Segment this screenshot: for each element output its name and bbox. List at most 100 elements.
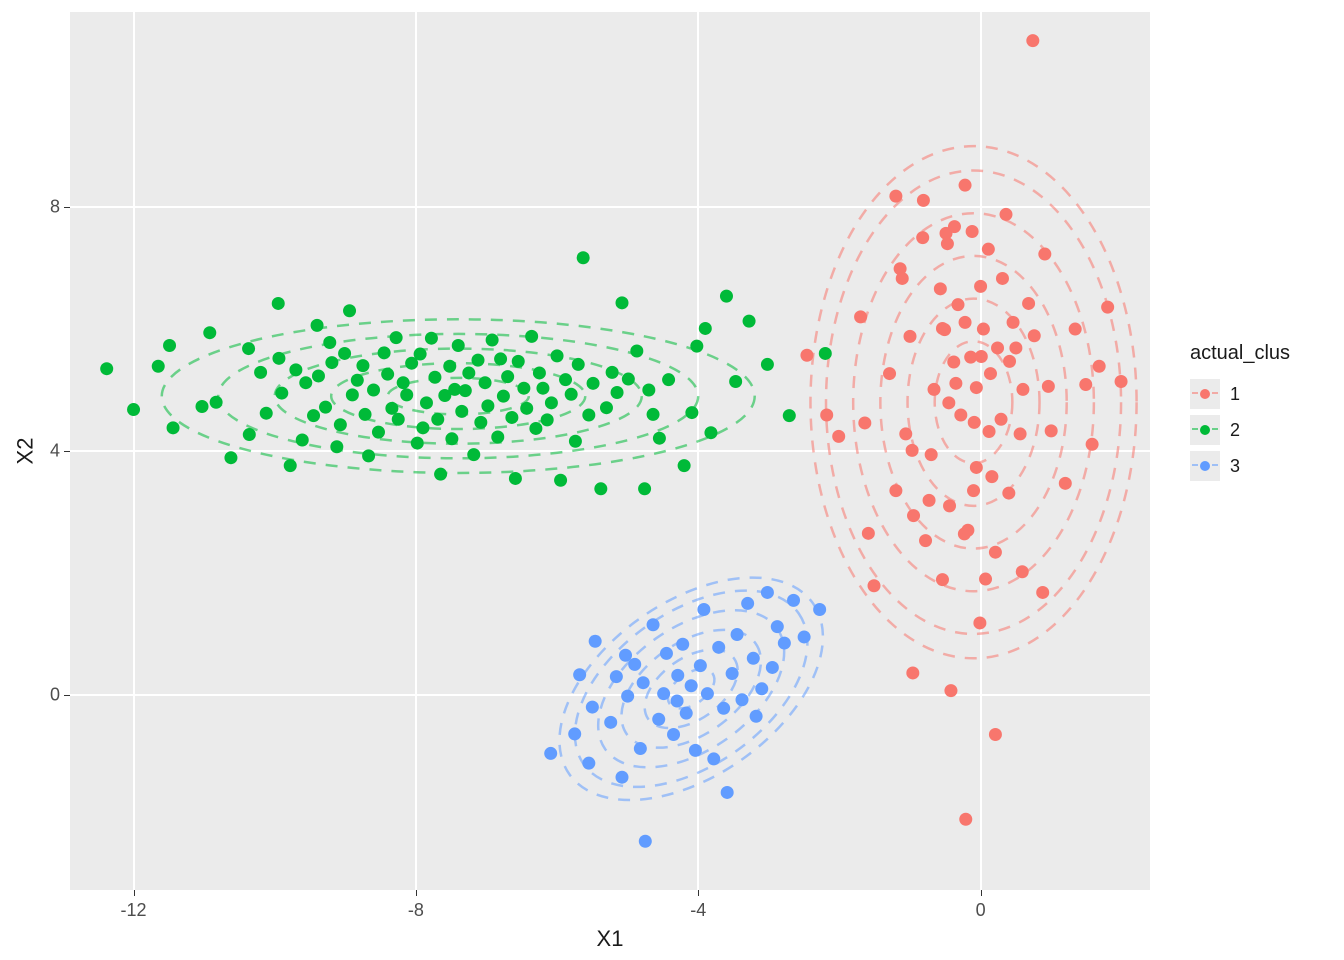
y-tick-mark [64, 451, 70, 452]
scatter-point-cluster-2 [486, 334, 499, 347]
scatter-point-cluster-2 [397, 376, 410, 389]
scatter-point-cluster-3 [676, 638, 689, 651]
scatter-point-cluster-1 [995, 413, 1008, 426]
scatter-point-cluster-2 [600, 401, 613, 414]
scatter-point-cluster-2 [203, 326, 216, 339]
scatter-point-cluster-2 [472, 354, 485, 367]
scatter-point-cluster-1 [947, 355, 960, 368]
y-tick-mark [64, 695, 70, 696]
scatter-point-cluster-2 [479, 376, 492, 389]
scatter-point-cluster-2 [616, 296, 629, 309]
legend-key-3 [1190, 451, 1220, 481]
scatter-point-cluster-2 [356, 359, 369, 372]
scatter-point-cluster-2 [431, 413, 444, 426]
legend-title: actual_clus [1190, 342, 1290, 365]
scatter-point-cluster-3 [731, 628, 744, 641]
x-tick-label: -4 [690, 900, 706, 921]
scatter-point-cluster-3 [660, 647, 673, 660]
scatter-point-cluster-1 [858, 416, 871, 429]
x-tick-label: -8 [408, 900, 424, 921]
scatter-point-cluster-2 [167, 421, 180, 434]
scatter-point-cluster-1 [985, 470, 998, 483]
scatter-point-cluster-3 [586, 701, 599, 714]
scatter-point-cluster-3 [755, 682, 768, 695]
scatter-point-cluster-3 [568, 727, 581, 740]
scatter-point-cluster-1 [923, 494, 936, 507]
scatter-point-cluster-2 [743, 315, 756, 328]
scatter-point-cluster-2 [414, 348, 427, 361]
scatter-point-cluster-1 [1014, 427, 1027, 440]
scatter-point-cluster-2 [381, 368, 394, 381]
scatter-point-cluster-2 [420, 396, 433, 409]
scatter-point-cluster-1 [1036, 586, 1049, 599]
scatter-point-cluster-2 [210, 396, 223, 409]
scatter-point-cluster-2 [491, 430, 504, 443]
scatter-point-cluster-2 [338, 347, 351, 360]
scatter-point-cluster-1 [959, 179, 972, 192]
scatter-point-cluster-2 [704, 426, 717, 439]
scatter-point-cluster-3 [798, 630, 811, 643]
scatter-point-cluster-1 [989, 728, 1002, 741]
scatter-point-cluster-2 [783, 409, 796, 422]
scatter-point-cluster-1 [1007, 316, 1020, 329]
scatter-point-cluster-1 [968, 416, 981, 429]
legend-label: 2 [1230, 420, 1240, 441]
scatter-point-cluster-2 [545, 396, 558, 409]
scatter-point-cluster-2 [551, 349, 564, 362]
scatter-point-cluster-3 [657, 687, 670, 700]
scatter-point-cluster-2 [367, 384, 380, 397]
scatter-point-cluster-2 [272, 352, 285, 365]
scatter-point-cluster-1 [970, 461, 983, 474]
scatter-point-cluster-3 [813, 603, 826, 616]
scatter-point-cluster-1 [1045, 424, 1058, 437]
scatter-point-cluster-3 [628, 658, 641, 671]
scatter-point-cluster-3 [619, 649, 632, 662]
scatter-point-cluster-1 [984, 367, 997, 380]
scatter-point-cluster-2 [494, 352, 507, 365]
legend-item-2: 2 [1190, 415, 1290, 445]
scatter-point-cluster-1 [916, 231, 929, 244]
scatter-point-cluster-3 [689, 744, 702, 757]
scatter-point-cluster-2 [481, 399, 494, 412]
y-axis-title: X2 [12, 438, 38, 465]
scatter-point-cluster-2 [699, 322, 712, 335]
scatter-point-cluster-2 [572, 358, 585, 371]
scatter-point-cluster-2 [260, 407, 273, 420]
scatter-point-cluster-2 [529, 422, 542, 435]
x-tick-mark [698, 890, 699, 896]
scatter-point-cluster-2 [312, 370, 325, 383]
scatter-point-cluster-3 [652, 713, 665, 726]
scatter-point-cluster-3 [667, 728, 680, 741]
scatter-point-cluster-2 [525, 330, 538, 343]
scatter-point-cluster-1 [996, 272, 1009, 285]
scatter-point-cluster-1 [906, 666, 919, 679]
legend-point-icon [1200, 389, 1210, 399]
scatter-point-cluster-1 [948, 220, 961, 233]
scatter-point-cluster-1 [1093, 360, 1106, 373]
scatter-point-cluster-1 [1086, 438, 1099, 451]
scatter-point-cluster-1 [883, 367, 896, 380]
scatter-point-cluster-2 [819, 347, 832, 360]
scatter-chart-figure: X1 X2 actual_clus 123 -12-8-40048 [0, 0, 1344, 960]
density-ellipse-cluster-1 [908, 299, 1040, 506]
scatter-point-cluster-2 [622, 373, 635, 386]
scatter-point-cluster-2 [452, 339, 465, 352]
scatter-point-cluster-2 [565, 388, 578, 401]
scatter-point-cluster-2 [459, 384, 472, 397]
scatter-point-cluster-2 [416, 421, 429, 434]
scatter-point-cluster-1 [1069, 323, 1082, 336]
scatter-point-cluster-2 [559, 373, 572, 386]
scatter-point-cluster-1 [982, 243, 995, 256]
scatter-point-cluster-1 [1002, 487, 1015, 500]
scatter-point-cluster-2 [243, 428, 256, 441]
scatter-point-cluster-2 [761, 358, 774, 371]
scatter-point-cluster-2 [501, 370, 514, 383]
scatter-point-cluster-2 [720, 290, 733, 303]
scatter-point-cluster-3 [616, 771, 629, 784]
scatter-point-cluster-1 [936, 573, 949, 586]
density-ellipse-cluster-1 [826, 171, 1121, 634]
legend-point-icon [1200, 425, 1210, 435]
scatter-point-cluster-1 [820, 409, 833, 422]
scatter-point-cluster-3 [671, 669, 684, 682]
y-tick-mark [64, 207, 70, 208]
